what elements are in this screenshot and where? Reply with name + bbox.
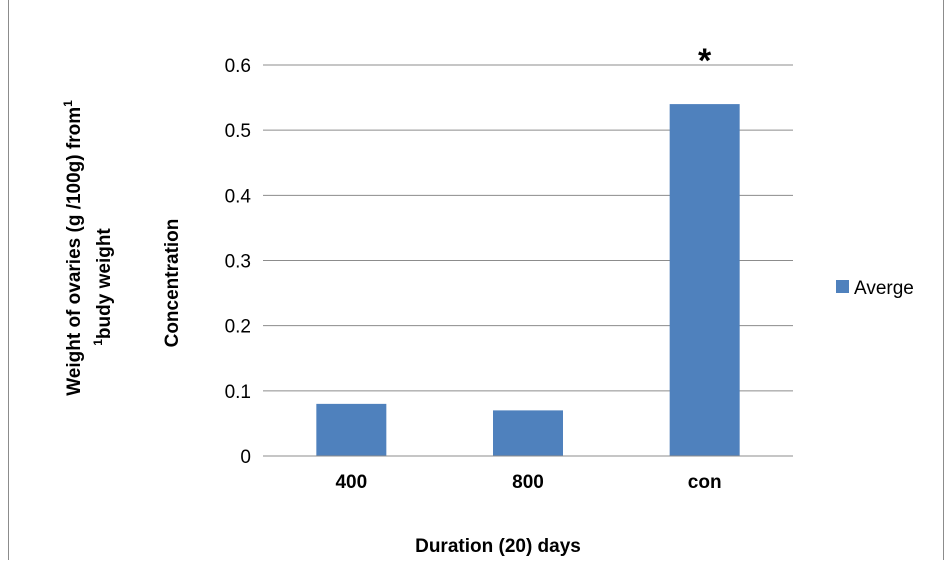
x-tick-labels: 400 800 con (335, 472, 721, 493)
legend: Averge (836, 278, 914, 299)
bar-400 (316, 403, 387, 456)
y-tick-labels: 0 0.1 0.2 0.3 0.4 0.5 0.6 (225, 56, 252, 468)
annotations: * (698, 42, 712, 80)
y-tick-label: 0.5 (225, 121, 251, 142)
y-tick-label: 0.6 (225, 56, 251, 77)
legend-label: Averge (854, 278, 914, 299)
y-axis-secondary-title: Concentration (162, 219, 183, 348)
y-tick-label: 0.4 (225, 186, 252, 207)
legend-swatch (836, 280, 849, 293)
y-tick-label: 0.3 (225, 252, 251, 273)
y-axis-title-line2: 1budy weight (91, 228, 115, 346)
significance-asterisk: * (698, 42, 712, 80)
bar-800 (493, 410, 563, 456)
chart-frame (8, 0, 944, 560)
x-axis-title: Duration (20) days (415, 536, 581, 557)
y-axis-title-line1: Weight of ovaries (g /100g) from1 (61, 100, 85, 396)
y-tick-label: 0.1 (225, 382, 251, 403)
bars (316, 104, 740, 456)
x-tick-label: con (688, 472, 722, 493)
x-tick-label: 800 (512, 472, 544, 493)
x-tick-label: 400 (335, 472, 367, 493)
y-tick-label: 0.2 (225, 317, 251, 338)
y-tick-label: 0 (240, 447, 251, 468)
bar-con (669, 104, 740, 456)
